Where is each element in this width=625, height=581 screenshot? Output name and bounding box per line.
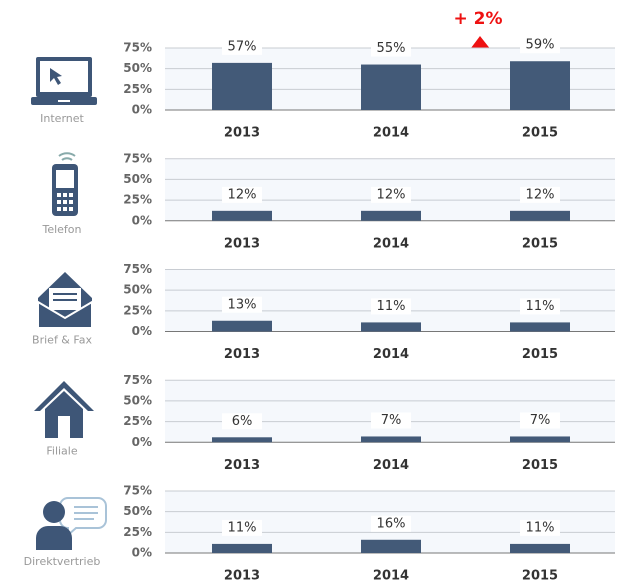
- y-tick-label: 75%: [123, 373, 152, 387]
- bar: [510, 543, 570, 553]
- brief-icon: [37, 272, 93, 329]
- value-label: 55%: [377, 41, 406, 56]
- channel-label: Filiale: [46, 444, 77, 457]
- bar: [212, 320, 272, 332]
- y-tick-label: 75%: [123, 484, 152, 498]
- x-tick-label: 2013: [224, 347, 260, 362]
- channel-label: Brief & Fax: [32, 334, 92, 347]
- plot-background: [165, 380, 615, 443]
- x-tick-label: 2014: [373, 569, 409, 581]
- x-tick-label: 2014: [373, 458, 409, 473]
- telefon-icon: [52, 152, 78, 216]
- x-tick-label: 2013: [224, 569, 260, 581]
- value-label: 7%: [381, 413, 402, 428]
- bar: [510, 61, 570, 110]
- value-label: 12%: [526, 187, 555, 202]
- x-tick-label: 2013: [224, 236, 260, 251]
- bar: [361, 210, 421, 221]
- y-tick-label: 25%: [123, 414, 152, 428]
- value-label: 59%: [526, 38, 555, 53]
- annotation: + 2%: [453, 9, 502, 29]
- value-label-bg: [222, 186, 262, 203]
- x-tick-label: 2013: [224, 458, 260, 473]
- value-label: 11%: [526, 299, 555, 314]
- y-tick-label: 75%: [123, 262, 152, 276]
- value-label-bg: [371, 412, 411, 429]
- y-tick-label: 25%: [123, 303, 152, 317]
- bar: [361, 436, 421, 443]
- value-label: 57%: [228, 39, 257, 54]
- value-label: 11%: [228, 520, 257, 535]
- value-label: 6%: [232, 414, 253, 429]
- bar: [510, 436, 570, 443]
- bar: [361, 539, 421, 553]
- x-tick-label: 2014: [373, 236, 409, 251]
- y-tick-label: 25%: [123, 82, 152, 96]
- y-tick-label: 75%: [123, 41, 152, 55]
- y-tick-label: 50%: [123, 393, 152, 407]
- value-label: 11%: [526, 520, 555, 535]
- value-label: 16%: [377, 516, 406, 531]
- y-tick-label: 0%: [132, 213, 152, 227]
- internet-icon: [31, 57, 97, 105]
- value-label: 7%: [530, 413, 551, 428]
- value-label-bg: [222, 413, 262, 430]
- bar: [361, 64, 421, 110]
- value-label-bg: [371, 515, 411, 532]
- bar: [212, 543, 272, 553]
- channel-label: Direktvertrieb: [24, 555, 101, 568]
- direktvertrieb-icon: [36, 497, 107, 550]
- y-tick-label: 50%: [123, 61, 152, 75]
- bar: [510, 210, 570, 221]
- value-label: 11%: [377, 299, 406, 314]
- channel-label: Internet: [40, 112, 84, 125]
- value-label-bg: [520, 519, 560, 536]
- value-label-bg: [222, 296, 262, 313]
- value-label-bg: [520, 412, 560, 429]
- y-tick-label: 50%: [123, 504, 152, 518]
- x-tick-label: 2014: [373, 126, 409, 141]
- filiale-icon: [34, 381, 94, 438]
- x-tick-label: 2015: [522, 236, 558, 251]
- channel-label: Telefon: [41, 223, 81, 236]
- value-label-bg: [371, 298, 411, 315]
- x-tick-label: 2015: [522, 126, 558, 141]
- value-label-bg: [222, 519, 262, 536]
- y-tick-label: 0%: [132, 103, 152, 117]
- y-tick-label: 0%: [132, 435, 152, 449]
- bar: [212, 437, 272, 443]
- x-tick-label: 2015: [522, 458, 558, 473]
- bar: [212, 210, 272, 221]
- value-label-bg: [520, 37, 560, 54]
- value-label: 13%: [228, 297, 257, 312]
- y-tick-label: 0%: [132, 546, 152, 560]
- y-tick-label: 0%: [132, 324, 152, 338]
- value-label: 12%: [377, 187, 406, 202]
- bar: [510, 322, 570, 332]
- x-tick-label: 2015: [522, 347, 558, 362]
- value-label: 12%: [228, 187, 257, 202]
- y-tick-label: 75%: [123, 151, 152, 165]
- y-tick-label: 25%: [123, 193, 152, 207]
- bar: [361, 322, 421, 332]
- x-tick-label: 2013: [224, 126, 260, 141]
- y-tick-label: 25%: [123, 525, 152, 539]
- value-label-bg: [520, 298, 560, 315]
- x-tick-label: 2015: [522, 569, 558, 581]
- y-tick-label: 50%: [123, 283, 152, 297]
- value-label-bg: [371, 40, 411, 57]
- x-tick-label: 2014: [373, 347, 409, 362]
- value-label-bg: [520, 186, 560, 203]
- y-tick-label: 50%: [123, 172, 152, 186]
- bar: [212, 62, 272, 110]
- value-label-bg: [371, 186, 411, 203]
- value-label-bg: [222, 38, 262, 55]
